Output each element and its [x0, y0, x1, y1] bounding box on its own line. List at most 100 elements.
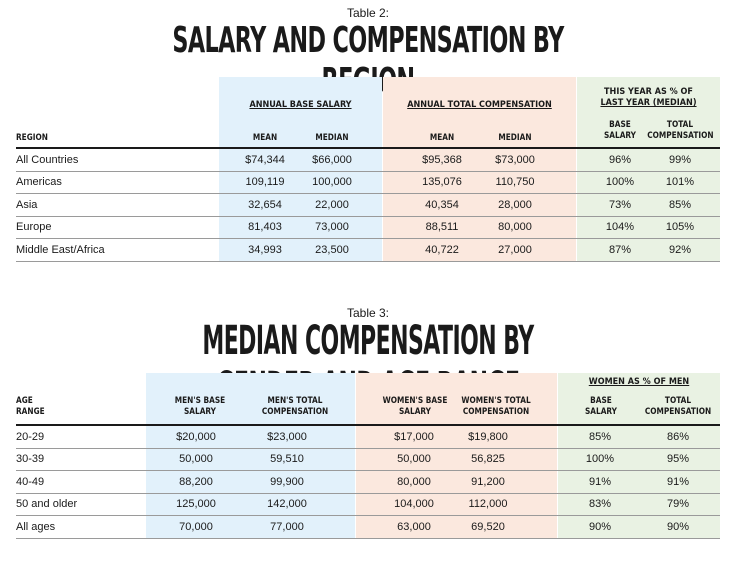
table2-header-rule: [16, 147, 720, 149]
total-mean-cell: 40,354: [425, 198, 459, 211]
pct-total-cell: 92%: [668, 243, 692, 256]
total-median-cell: 80,000: [498, 221, 532, 234]
age-range-cell: All ages: [16, 520, 56, 533]
pct-total-cell: 85%: [668, 198, 692, 211]
base-median-cell: 73,000: [315, 221, 349, 234]
women-base-cell: 63,000: [397, 520, 431, 533]
base-mean-cell: 81,403: [248, 221, 282, 234]
women-base-cell: 80,000: [397, 475, 431, 488]
table3-header-pct-base: BASE SALARY: [584, 396, 618, 417]
men-base-cell: $20,000: [176, 431, 216, 443]
base-mean-cell: 32,654: [248, 198, 282, 211]
pct-total-cell: 91%: [666, 475, 690, 488]
pct-base-cell: 87%: [608, 243, 632, 256]
base-mean-cell: 109,119: [245, 176, 285, 189]
men-total-cell: 99,900: [270, 475, 304, 488]
base-mean-cell: 34,993: [248, 243, 282, 256]
base-median-cell: 22,000: [315, 198, 349, 211]
region-cell: Asia: [16, 198, 38, 211]
men-base-cell: 88,200: [179, 475, 213, 488]
table3-header-age: AGE RANGE: [16, 396, 45, 417]
age-range-cell: 20-29: [16, 431, 45, 443]
table-row: Middle East/Africa 34,993 23,500 40,722 27,0…: [16, 239, 720, 262]
region-cell: Europe: [16, 221, 52, 234]
region-cell: Americas: [16, 176, 62, 189]
total-mean-cell: 88,511: [425, 221, 459, 234]
table3-caption: Table 3:: [346, 306, 390, 320]
men-base-cell: 70,000: [179, 520, 213, 533]
women-total-cell: 69,520: [471, 520, 505, 533]
table2-header-total-median: MEDIAN: [498, 133, 532, 143]
pct-total-cell: 101%: [665, 176, 695, 189]
table3-header-men-total: MEN'S TOTAL COMPENSATION: [261, 396, 329, 417]
base-mean-cell: $74,344: [245, 154, 285, 166]
pct-total-cell: 90%: [666, 520, 690, 533]
women-base-cell: 104,000: [394, 498, 434, 511]
total-median-cell: 110,750: [495, 176, 535, 189]
women-total-cell: 112,000: [468, 498, 508, 511]
pct-base-cell: 83%: [588, 498, 612, 511]
pct-base-cell: 96%: [608, 154, 632, 166]
table2-band-pct: [577, 77, 720, 262]
table-row: All ages 70,000 77,000 63,000 69,520 90% 90%: [16, 516, 720, 539]
men-base-cell: 50,000: [179, 453, 213, 466]
table2-band-base: [219, 77, 382, 262]
total-mean-cell: $95,368: [422, 154, 462, 166]
women-total-cell: 56,825: [471, 453, 505, 466]
table2-group-base: ANNUAL BASE SALARY: [249, 100, 352, 110]
table3-header-rule: [16, 424, 720, 426]
pct-base-cell: 100%: [585, 453, 615, 466]
table2-group-total: ANNUAL TOTAL COMPENSATION: [407, 100, 552, 110]
table3-header-women-total: WOMEN'S TOTAL COMPENSATION: [461, 396, 531, 417]
pct-total-cell: 86%: [666, 431, 690, 443]
table3-band-pct: [558, 373, 720, 538]
total-mean-cell: 135,076: [422, 176, 462, 189]
region-cell: All Countries: [16, 154, 79, 166]
base-median-cell: $66,000: [312, 154, 352, 166]
table-row: 50 and older 125,000 142,000 104,000 112,000…: [16, 493, 720, 517]
pct-base-cell: 104%: [605, 221, 635, 234]
table-row: 30-39 50,000 59,510 50,000 56,825 100% 95%: [16, 448, 720, 472]
table2-header-base-median: MEDIAN: [315, 133, 349, 143]
total-median-cell: 28,000: [498, 198, 532, 211]
table2-header-total-mean: MEAN: [429, 133, 455, 143]
table-row: Americas 109,119 100,000 135,076 110,750 100%…: [16, 171, 720, 195]
men-total-cell: $23,000: [267, 431, 307, 443]
base-median-cell: 23,500: [315, 243, 349, 256]
women-base-cell: 50,000: [397, 453, 431, 466]
table2-header-base-mean: MEAN: [252, 133, 278, 143]
table3-band-men: [146, 373, 355, 538]
table3-band-women: [356, 373, 557, 538]
table2-header-region: REGION: [16, 133, 48, 143]
table3-header-men-base: MEN'S BASE SALARY: [174, 396, 226, 417]
total-mean-cell: 40,722: [425, 243, 459, 256]
table-row: Europe 81,403 73,000 88,511 80,000 104% 105%: [16, 216, 720, 240]
base-median-cell: 100,000: [312, 176, 352, 189]
men-total-cell: 142,000: [267, 498, 307, 511]
age-range-cell: 40-49: [16, 475, 45, 488]
pct-base-cell: 91%: [588, 475, 612, 488]
age-range-cell: 50 and older: [16, 498, 78, 511]
women-base-cell: $17,000: [394, 431, 434, 443]
table-row: 40-49 88,200 99,900 80,000 91,200 91% 91%: [16, 471, 720, 494]
table-row: All Countries $74,344 $66,000 $95,368 $73,00…: [16, 149, 720, 172]
table-row: 20-29 $20,000 $23,000 $17,000 $19,800 85% 86%: [16, 426, 720, 449]
men-total-cell: 59,510: [270, 453, 304, 466]
table3-header-pct-total: TOTAL COMPENSATION: [644, 396, 712, 417]
table3-header-women-base: WOMEN'S BASE SALARY: [382, 396, 448, 417]
table2-header-pct-base: BASE SALARY: [603, 120, 637, 141]
pct-base-cell: 85%: [588, 431, 612, 443]
women-total-cell: $19,800: [468, 431, 508, 443]
pct-base-cell: 90%: [588, 520, 612, 533]
pct-base-cell: 100%: [605, 176, 635, 189]
region-cell: Middle East/Africa: [16, 243, 105, 256]
table2-header-pct-total: TOTAL COMPENSATION: [647, 120, 714, 141]
pct-total-cell: 79%: [666, 498, 690, 511]
men-total-cell: 77,000: [270, 520, 304, 533]
table2-band-total: [383, 77, 576, 262]
age-range-cell: 30-39: [16, 453, 45, 466]
pct-total-cell: 99%: [668, 154, 692, 166]
table-row: Asia 32,654 22,000 40,354 28,000 73% 85%: [16, 194, 720, 217]
pct-total-cell: 95%: [666, 453, 690, 466]
total-median-cell: 27,000: [498, 243, 532, 256]
